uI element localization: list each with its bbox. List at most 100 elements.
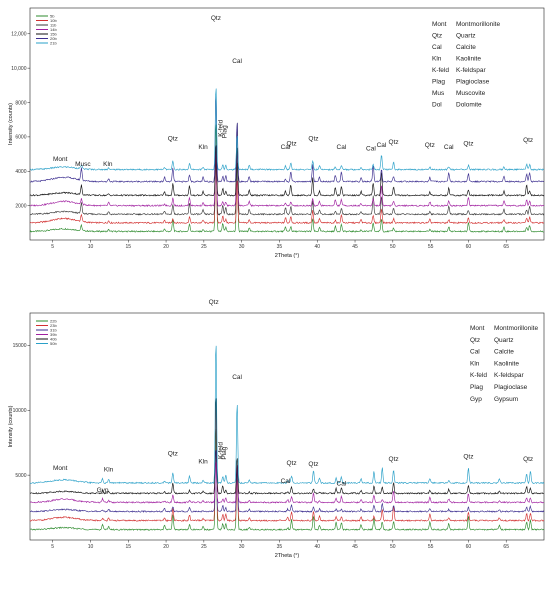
key-abbreviation: Qtz [470, 337, 480, 344]
legend-entry: 10b [50, 18, 57, 23]
peak-annotation: Qtz [463, 453, 473, 460]
key-mineral-name: Kaolinite [456, 56, 481, 63]
key-mineral-name: Montmorillonite [494, 325, 538, 332]
peak-annotation: Kln [103, 161, 113, 168]
key-mineral-name: Montmorillonite [456, 21, 500, 28]
series-line-22b [29, 429, 545, 531]
legend-entry: 15b [50, 31, 57, 36]
x-tick-label: 65 [503, 244, 509, 250]
x-tick-label: 45 [352, 544, 358, 550]
key-mineral-name: K-feldspar [494, 372, 524, 379]
peak-annotation: Qtz [286, 140, 296, 147]
series-line-10b [29, 162, 545, 225]
peak-annotation: Cal [377, 142, 387, 149]
peak-annotation: Qtz [463, 140, 473, 147]
peak-annotation: Qtz [308, 461, 318, 468]
x-tick-label: 25 [201, 544, 207, 550]
y-tick-label: 2000 [15, 203, 26, 209]
key-mineral-name: Gypsum [494, 396, 518, 403]
key-mineral-name: Calcite [456, 44, 476, 51]
peak-annotation: Cal [444, 144, 454, 151]
x-tick-label: 5 [51, 544, 54, 550]
series-line-39b [29, 462, 545, 504]
y-axis-label: Intensity (counts) [8, 405, 14, 447]
peak-annotation: Musc [75, 161, 91, 168]
key-mineral-name: Dolomite [456, 102, 482, 109]
series-line-15b [29, 145, 545, 197]
peak-annotation: Cal [281, 478, 291, 485]
key-mineral-name: Quartz [456, 33, 476, 40]
legend-entry: 23b [50, 323, 57, 328]
peak-annotation: Qtz [168, 135, 178, 142]
legend-entry: 31b [50, 327, 57, 332]
peak-annotation: Qtz [523, 137, 533, 144]
y-tick-label: 12,000 [11, 32, 27, 38]
y-tick-label: 6000 [15, 135, 26, 141]
key-abbreviation: Plag [470, 384, 483, 391]
series-line-40b [29, 398, 545, 495]
x-tick-label: 60 [466, 544, 472, 550]
x-axis-label: 2Theta (°) [275, 553, 300, 559]
key-mineral-name: Plagioclase [494, 384, 528, 391]
key-mineral-name: Quartz [494, 337, 514, 344]
x-tick-label: 50 [390, 544, 396, 550]
peak-annotation: Kln [104, 466, 114, 473]
x-tick-label: 25 [201, 244, 207, 250]
x-tick-label: 65 [503, 544, 509, 550]
x-tick-label: 45 [352, 244, 358, 250]
peak-annotation: K-feld [218, 119, 225, 136]
peak-annotation: Qtz [523, 456, 533, 463]
peak-annotation: Cal [366, 146, 376, 153]
x-tick-label: 35 [277, 244, 283, 250]
key-abbreviation: Cal [470, 349, 480, 356]
x-tick-label: 15 [125, 244, 131, 250]
series-line-11b [29, 122, 545, 216]
peak-annotation: Qtz [389, 456, 399, 463]
peak-annotation: Qtz [286, 460, 296, 467]
key-mineral-name: Kaolinite [494, 360, 519, 367]
peak-annotation: Cal [232, 374, 242, 381]
peak-annotation: Cal [281, 144, 291, 151]
legend-entry: 40b [50, 336, 57, 341]
key-mineral-name: K-feldspar [456, 67, 486, 74]
peak-annotation: Gyp [97, 487, 109, 494]
x-tick-label: 40 [314, 544, 320, 550]
key-abbreviation: Mont [432, 21, 447, 28]
peak-annotation: Qtz [425, 142, 435, 149]
x-tick-label: 10 [88, 244, 94, 250]
x-tick-label: 60 [466, 244, 472, 250]
plot-frame [29, 7, 545, 241]
x-axis-label: 2Theta (°) [275, 253, 300, 259]
peak-annotation: Qtz [389, 139, 399, 146]
y-tick-label: 8000 [15, 100, 26, 106]
key-abbreviation: Plag [432, 79, 445, 86]
peak-annotation: Qtz [211, 15, 221, 22]
peak-annotation: Cal [337, 481, 347, 488]
peak-annotation: Cal [232, 58, 242, 65]
legend-entry: 21b [50, 40, 57, 45]
peak-annotation: Mont [53, 156, 68, 163]
legend-entry: 39b [50, 332, 57, 337]
y-tick-label: 10,000 [11, 66, 27, 72]
key-abbreviation: Mus [432, 90, 445, 97]
peak-annotation: Kln [198, 144, 208, 151]
series-line-31b [29, 450, 545, 513]
y-tick-label: 5000 [15, 473, 26, 479]
x-tick-label: 40 [314, 244, 320, 250]
peak-annotation: Plag [221, 446, 228, 459]
x-tick-label: 50 [390, 244, 396, 250]
x-tick-label: 15 [125, 544, 131, 550]
x-tick-label: 5 [51, 244, 54, 250]
key-abbreviation: Kln [432, 56, 442, 63]
y-tick-label: 15000 [13, 343, 27, 349]
x-tick-label: 20 [163, 544, 169, 550]
y-tick-label: 4000 [15, 169, 26, 175]
key-mineral-name: Calcite [494, 349, 514, 356]
peak-annotation: Qtz [209, 299, 219, 306]
key-abbreviation: K-feld [432, 67, 449, 74]
key-abbreviation: Mont [470, 325, 485, 332]
legend-entry: 11b [50, 22, 57, 27]
y-axis-label: Intensity (counts) [8, 103, 14, 145]
legend-entry: 22b [50, 318, 57, 323]
